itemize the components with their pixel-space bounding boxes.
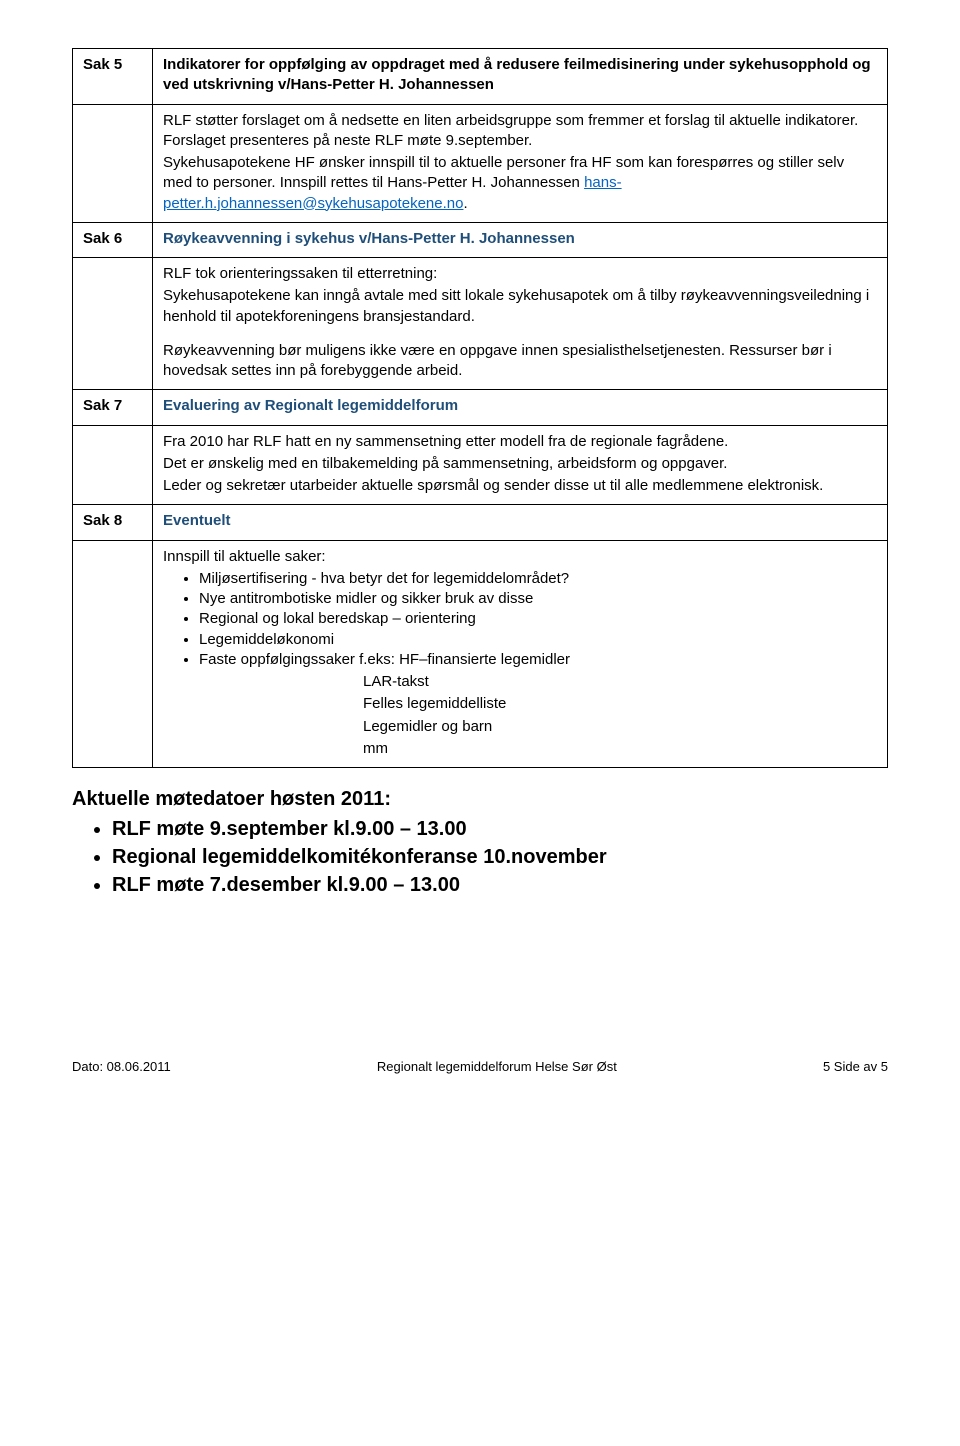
meeting-dates-list: RLF møte 9.september kl.9.00 – 13.00 Reg…	[72, 815, 888, 899]
list-item: mm	[363, 739, 877, 759]
sak5-heading: Indikatorer for oppfølging av oppdraget …	[163, 55, 877, 96]
list-item: Regional legemiddelkomitékonferanse 10.n…	[112, 843, 888, 871]
list-item: Legemiddeløkonomi	[199, 630, 877, 650]
meeting-dates-section: Aktuelle møtedatoer høsten 2011: RLF møt…	[72, 788, 888, 899]
sak7-body1: Fra 2010 har RLF hatt en ny sammensetnin…	[163, 432, 877, 452]
list-item: Nye antitrombotiske midler og sikker bru…	[199, 589, 877, 609]
sak6-body1: RLF tok orienteringssaken til etterretni…	[163, 264, 877, 284]
sak8-label: Sak 8	[83, 511, 142, 531]
list-item: Miljøsertifisering - hva betyr det for l…	[199, 569, 877, 589]
footer-page-number: 5 Side av 5	[823, 1059, 888, 1074]
sak6-label: Sak 6	[83, 229, 142, 249]
sak7-heading: Evaluering av Regionalt legemiddelforum	[163, 396, 877, 416]
footer-date: Dato: 08.06.2011	[72, 1059, 171, 1074]
sak6-body2: Sykehusapotekene kan inngå avtale med si…	[163, 286, 877, 327]
list-item: RLF møte 9.september kl.9.00 – 13.00	[112, 815, 888, 843]
list-item: Legemidler og barn	[363, 717, 877, 737]
sak5-body2: Sykehusapotekene HF ønsker innspill til …	[163, 153, 877, 214]
sak8-heading: Eventuelt	[163, 511, 877, 531]
sak8-sublist: LAR-takst Felles legemiddelliste Legemid…	[363, 672, 877, 759]
meeting-dates-title: Aktuelle møtedatoer høsten 2011:	[72, 788, 888, 811]
list-item: Felles legemiddelliste	[363, 694, 877, 714]
list-item: Faste oppfølgingssaker f.eks: HF–finansi…	[199, 650, 877, 670]
sak7-body3: Leder og sekretær utarbeider aktuelle sp…	[163, 476, 877, 496]
sak6-body3: Røykeavvenning bør muligens ikke være en…	[163, 341, 877, 382]
page-footer: Dato: 08.06.2011 Regionalt legemiddelfor…	[72, 1059, 888, 1074]
sak7-label: Sak 7	[83, 396, 142, 416]
sak5-body1: RLF støtter forslaget om å nedsette en l…	[163, 111, 877, 152]
sak8-intro: Innspill til aktuelle saker:	[163, 547, 877, 567]
list-item: Regional og lokal beredskap – orienterin…	[199, 609, 877, 629]
sak8-list: Miljøsertifisering - hva betyr det for l…	[163, 569, 877, 670]
footer-center: Regionalt legemiddelforum Helse Sør Øst	[377, 1059, 617, 1074]
sak6-heading: Røykeavvenning i sykehus v/Hans-Petter H…	[163, 229, 877, 249]
sak7-body2: Det er ønskelig med en tilbakemelding på…	[163, 454, 877, 474]
sak5-label: Sak 5	[83, 55, 142, 75]
list-item: LAR-takst	[363, 672, 877, 692]
saks-table: Sak 5 Indikatorer for oppfølging av oppd…	[72, 48, 888, 768]
list-item: RLF møte 7.desember kl.9.00 – 13.00	[112, 871, 888, 899]
